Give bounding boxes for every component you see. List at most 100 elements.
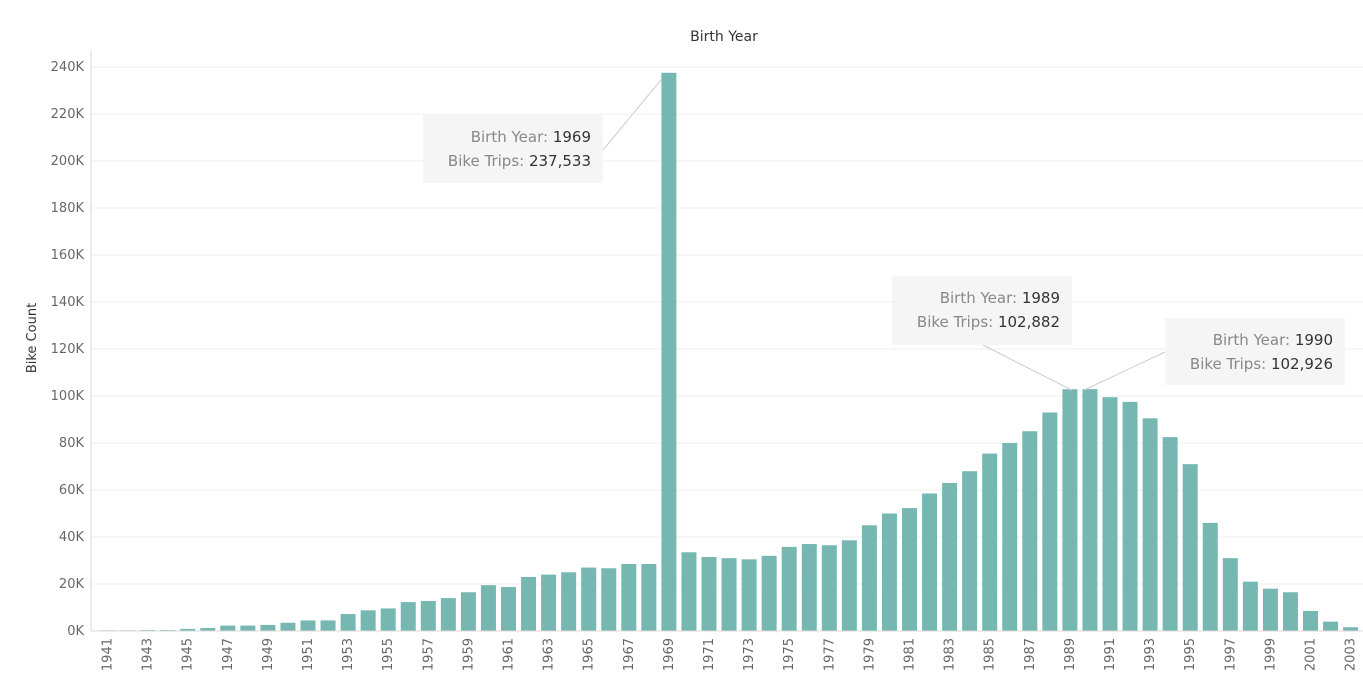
x-tick-label: 1949 xyxy=(261,638,276,671)
x-tick-label: 2001 xyxy=(1304,638,1319,671)
bar-1982[interactable] xyxy=(922,493,938,631)
x-tick-label: 1967 xyxy=(622,638,637,671)
bar-1962[interactable] xyxy=(521,576,537,631)
x-tick-label: 1943 xyxy=(141,638,156,671)
bar-2002[interactable] xyxy=(1323,621,1339,631)
bar-1988[interactable] xyxy=(1042,412,1058,631)
y-tick-label: 20K xyxy=(59,577,85,592)
bar-1963[interactable] xyxy=(541,574,557,631)
bar-1998[interactable] xyxy=(1242,581,1258,631)
bar-1954[interactable] xyxy=(360,610,376,631)
y-tick-label: 100K xyxy=(51,389,85,404)
annotation-box xyxy=(892,276,1072,345)
bar-1946[interactable] xyxy=(200,627,216,631)
x-tick-label: 1985 xyxy=(983,638,998,671)
bar-1970[interactable] xyxy=(681,552,697,631)
annotation-1990: Birth Year: 1990 Bike Trips: 102,926 xyxy=(1083,318,1345,391)
bar-1994[interactable] xyxy=(1162,437,1178,632)
bar-1950[interactable] xyxy=(280,622,296,631)
annotation-text: Birth Year: 1990 xyxy=(1213,331,1333,349)
bar-2001[interactable] xyxy=(1303,611,1318,631)
bar-1995[interactable] xyxy=(1182,464,1198,631)
y-tick-label: 200K xyxy=(51,154,85,169)
bar-1984[interactable] xyxy=(962,471,978,631)
bar-1983[interactable] xyxy=(942,482,958,631)
bar-1945[interactable] xyxy=(180,628,196,631)
x-tick-label: 1979 xyxy=(862,638,877,671)
bar-1949[interactable] xyxy=(260,624,276,631)
y-tick-label: 240K xyxy=(51,60,85,75)
y-tick-label: 220K xyxy=(51,107,85,122)
bar-1965[interactable] xyxy=(581,567,597,631)
bar-1997[interactable] xyxy=(1222,558,1238,631)
x-tick-label: 1955 xyxy=(381,638,396,671)
bar-1986[interactable] xyxy=(1002,443,1018,631)
bar-1993[interactable] xyxy=(1142,418,1158,631)
bar-2000[interactable] xyxy=(1282,592,1298,631)
bar-2003[interactable] xyxy=(1343,627,1359,631)
x-tick-label: 1981 xyxy=(903,638,918,671)
bar-1981[interactable] xyxy=(902,508,917,631)
bar-1961[interactable] xyxy=(501,587,516,631)
bar-1952[interactable] xyxy=(320,620,336,631)
bar-1951[interactable] xyxy=(300,620,316,631)
bar-1948[interactable] xyxy=(240,625,256,631)
bar-1956[interactable] xyxy=(400,602,416,631)
bar-1999[interactable] xyxy=(1262,588,1278,631)
bar-1958[interactable] xyxy=(440,598,456,631)
annotation-text: Bike Trips: 102,926 xyxy=(1190,355,1333,373)
bar-1973[interactable] xyxy=(741,559,757,631)
bar-1992[interactable] xyxy=(1122,401,1138,632)
bar-1959[interactable] xyxy=(460,592,476,631)
y-tick-label: 60K xyxy=(59,483,85,498)
bar-1968[interactable] xyxy=(641,564,657,631)
bars xyxy=(100,72,1359,632)
y-axis-label: Bike Count xyxy=(25,303,40,373)
annotation-text: Birth Year: 1969 xyxy=(471,128,591,146)
bar-1978[interactable] xyxy=(841,540,857,631)
bar-1979[interactable] xyxy=(861,525,877,631)
bar-1972[interactable] xyxy=(721,558,737,631)
x-tick-label: 1953 xyxy=(341,638,356,671)
bar-1966[interactable] xyxy=(601,568,617,631)
annotation-box xyxy=(1165,318,1345,385)
bar-1960[interactable] xyxy=(480,585,496,631)
annotation-leader-line xyxy=(982,344,1073,391)
x-tick-label: 1991 xyxy=(1103,638,1118,671)
x-tick-label: 2003 xyxy=(1344,638,1359,671)
x-tick-label: 1947 xyxy=(221,638,236,671)
bar-1980[interactable] xyxy=(881,513,897,632)
x-tick-label: 1983 xyxy=(943,638,958,671)
bar-1969[interactable] xyxy=(661,72,677,632)
bar-1977[interactable] xyxy=(821,545,837,631)
bar-1953[interactable] xyxy=(340,614,356,631)
annotation-1969: Birth Year: 1969 Bike Trips: 237,533 xyxy=(423,78,663,183)
bar-1947[interactable] xyxy=(220,625,236,631)
x-axis-ticks: 1941 1943 1945 1947 1949 1951 1953 1955 1957 1959… xyxy=(101,638,1359,671)
bar-1989[interactable] xyxy=(1062,389,1078,631)
y-tick-label: 140K xyxy=(51,295,85,310)
x-tick-label: 1941 xyxy=(101,638,116,671)
bar-1971[interactable] xyxy=(701,556,717,631)
bar-1991[interactable] xyxy=(1102,397,1118,631)
bar-1990[interactable] xyxy=(1082,389,1098,631)
annotation-leader-line xyxy=(1083,351,1166,391)
annotation-text: Bike Trips: 102,882 xyxy=(917,313,1060,331)
annotation-box xyxy=(423,115,603,183)
bar-1964[interactable] xyxy=(561,572,577,631)
bar-1967[interactable] xyxy=(621,564,637,631)
x-tick-label: 1973 xyxy=(742,638,757,671)
annotation-leader-line xyxy=(602,78,663,151)
bar-1974[interactable] xyxy=(761,555,777,631)
x-tick-label: 1965 xyxy=(582,638,597,671)
bar-1985[interactable] xyxy=(982,453,998,631)
bar-1957[interactable] xyxy=(420,600,436,631)
bar-1975[interactable] xyxy=(781,546,797,631)
bar-1976[interactable] xyxy=(801,544,817,631)
bar-1996[interactable] xyxy=(1202,522,1218,631)
bar-1987[interactable] xyxy=(1022,431,1038,631)
bar-1955[interactable] xyxy=(380,608,396,631)
x-tick-label: 1975 xyxy=(782,638,797,671)
annotation-1989: Birth Year: 1989 Bike Trips: 102,882 xyxy=(892,276,1073,391)
